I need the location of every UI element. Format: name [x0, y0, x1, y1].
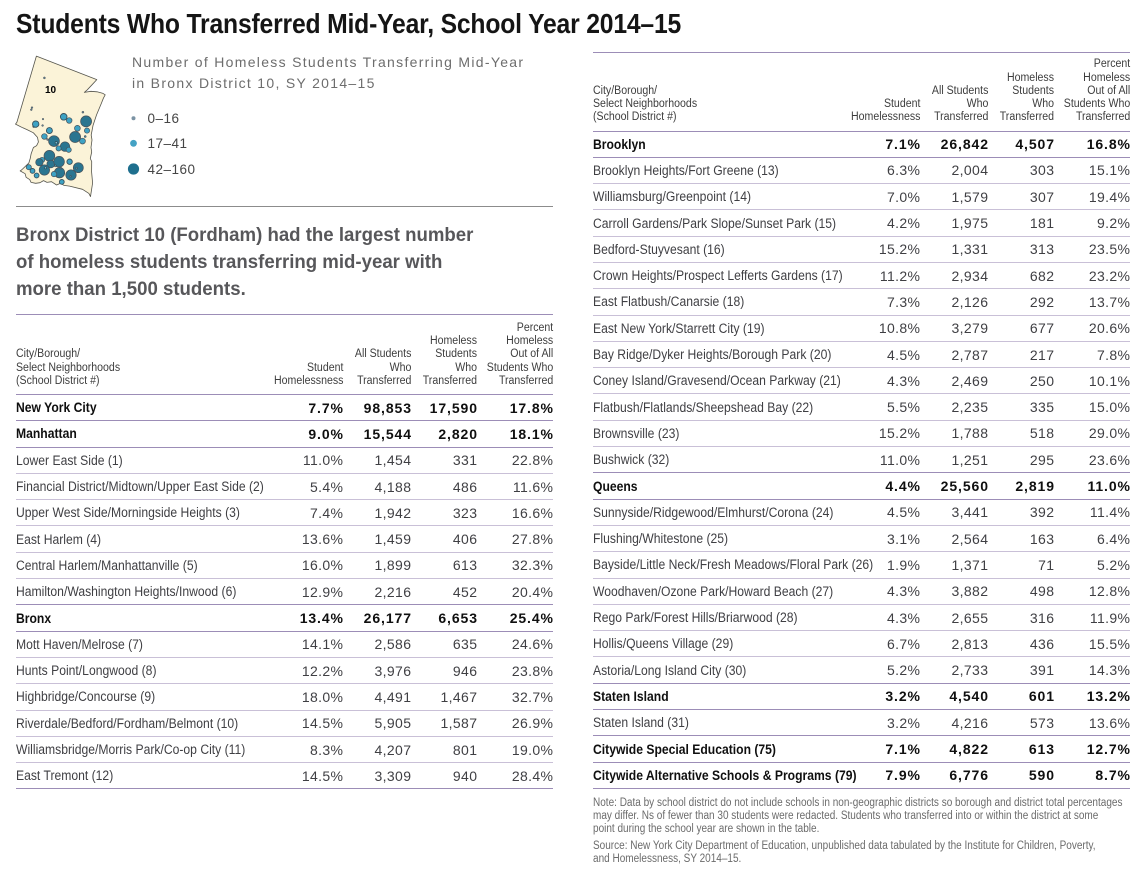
svg-text:10: 10: [45, 85, 57, 96]
